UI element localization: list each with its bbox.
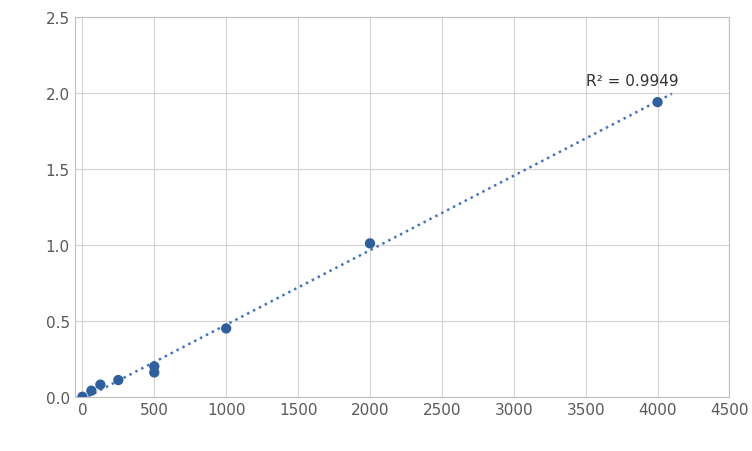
Point bbox=[651, 99, 663, 106]
Point bbox=[77, 393, 89, 400]
Text: R² = 0.9949: R² = 0.9949 bbox=[586, 74, 678, 89]
Point bbox=[148, 363, 160, 370]
Point bbox=[148, 369, 160, 376]
Point bbox=[220, 325, 232, 332]
Point bbox=[112, 377, 124, 384]
Point bbox=[94, 381, 106, 388]
Point bbox=[86, 387, 98, 395]
Point bbox=[364, 240, 376, 248]
